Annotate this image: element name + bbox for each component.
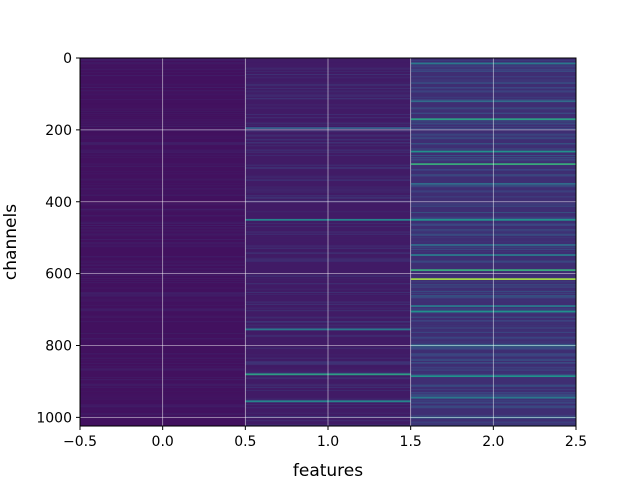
y-tick-label: 800 — [45, 339, 72, 355]
x-tick-label: 1.0 — [317, 434, 339, 450]
x-tick-label: 1.5 — [400, 434, 422, 450]
y-tick-label: 200 — [45, 123, 72, 139]
y-tick-label: 400 — [45, 195, 72, 211]
y-tick-label: 1000 — [36, 410, 72, 426]
y-tick-label: 0 — [63, 51, 72, 67]
x-tick-label: −0.5 — [63, 434, 97, 450]
y-axis: 0 200 400 600 800 1000 — [36, 51, 80, 426]
x-tick-label: 0.0 — [152, 434, 174, 450]
x-tick-label: 2.0 — [482, 434, 504, 450]
y-tick-label: 600 — [45, 267, 72, 283]
x-tick-label: 0.5 — [234, 434, 256, 450]
y-axis-label: channels — [1, 204, 21, 280]
x-axis: −0.5 0.0 0.5 1.0 1.5 2.0 2.5 — [63, 426, 587, 450]
x-tick-label: 2.5 — [565, 434, 587, 450]
x-axis-label: features — [293, 461, 363, 480]
